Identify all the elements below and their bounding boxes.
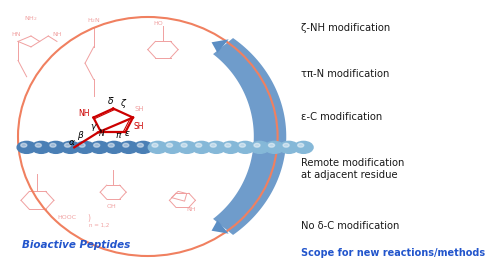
Circle shape bbox=[32, 141, 50, 153]
Circle shape bbox=[148, 141, 168, 153]
Circle shape bbox=[221, 141, 240, 153]
Circle shape bbox=[166, 143, 172, 147]
Circle shape bbox=[268, 143, 274, 147]
Circle shape bbox=[283, 143, 289, 147]
Text: ζ-NH modification: ζ-NH modification bbox=[302, 23, 390, 33]
Circle shape bbox=[280, 141, 298, 153]
Text: τπ-N modification: τπ-N modification bbox=[302, 69, 390, 79]
Text: HN: HN bbox=[11, 32, 20, 37]
Circle shape bbox=[123, 143, 129, 147]
Text: n = 1,2: n = 1,2 bbox=[90, 223, 110, 228]
Circle shape bbox=[192, 141, 211, 153]
Circle shape bbox=[225, 143, 231, 147]
Circle shape bbox=[181, 143, 187, 147]
Text: ε-C modification: ε-C modification bbox=[302, 112, 382, 123]
Text: OH: OH bbox=[106, 204, 116, 209]
Circle shape bbox=[104, 141, 124, 153]
Circle shape bbox=[76, 141, 94, 153]
Text: NH: NH bbox=[78, 109, 90, 118]
Text: No δ-C modification: No δ-C modification bbox=[302, 221, 400, 231]
Circle shape bbox=[94, 143, 100, 147]
Circle shape bbox=[152, 143, 158, 147]
Circle shape bbox=[294, 141, 313, 153]
Circle shape bbox=[163, 141, 182, 153]
Circle shape bbox=[64, 143, 70, 147]
Text: ε: ε bbox=[125, 129, 130, 138]
Circle shape bbox=[138, 143, 143, 147]
Circle shape bbox=[46, 141, 66, 153]
Circle shape bbox=[108, 143, 114, 147]
Polygon shape bbox=[213, 38, 286, 235]
Text: HOOC: HOOC bbox=[57, 215, 76, 220]
Text: ζ: ζ bbox=[120, 99, 125, 108]
Text: SH: SH bbox=[133, 122, 143, 131]
Circle shape bbox=[36, 143, 42, 147]
Text: π: π bbox=[116, 131, 121, 140]
Circle shape bbox=[178, 141, 197, 153]
Text: Remote modification
at adjacent residue: Remote modification at adjacent residue bbox=[302, 158, 405, 180]
Text: H$_2$N: H$_2$N bbox=[87, 16, 101, 25]
Circle shape bbox=[206, 141, 226, 153]
Circle shape bbox=[50, 143, 56, 147]
Text: δ̅: δ̅ bbox=[108, 97, 114, 106]
Circle shape bbox=[90, 141, 109, 153]
Circle shape bbox=[250, 141, 270, 153]
Circle shape bbox=[240, 143, 246, 147]
Polygon shape bbox=[212, 220, 228, 234]
Text: Scope for new reactions/methods: Scope for new reactions/methods bbox=[302, 248, 486, 258]
Circle shape bbox=[21, 143, 27, 147]
Circle shape bbox=[254, 143, 260, 147]
Polygon shape bbox=[212, 39, 228, 53]
Text: β: β bbox=[76, 131, 82, 140]
Text: NH: NH bbox=[52, 32, 62, 37]
Circle shape bbox=[298, 143, 304, 147]
Text: γ: γ bbox=[90, 122, 96, 131]
Circle shape bbox=[134, 141, 153, 153]
Circle shape bbox=[210, 143, 216, 147]
Text: SH: SH bbox=[134, 106, 144, 112]
Circle shape bbox=[119, 141, 138, 153]
Circle shape bbox=[196, 143, 202, 147]
Circle shape bbox=[61, 141, 80, 153]
Text: NH: NH bbox=[186, 207, 196, 212]
Circle shape bbox=[265, 141, 284, 153]
Text: α: α bbox=[69, 138, 75, 147]
Text: Bioactive Peptides: Bioactive Peptides bbox=[22, 240, 130, 250]
Circle shape bbox=[79, 143, 85, 147]
Text: ): ) bbox=[87, 214, 90, 223]
Circle shape bbox=[17, 141, 36, 153]
Text: NH$_2$: NH$_2$ bbox=[24, 14, 38, 23]
Text: N: N bbox=[99, 129, 104, 138]
Text: HO: HO bbox=[154, 21, 164, 26]
Circle shape bbox=[236, 141, 255, 153]
